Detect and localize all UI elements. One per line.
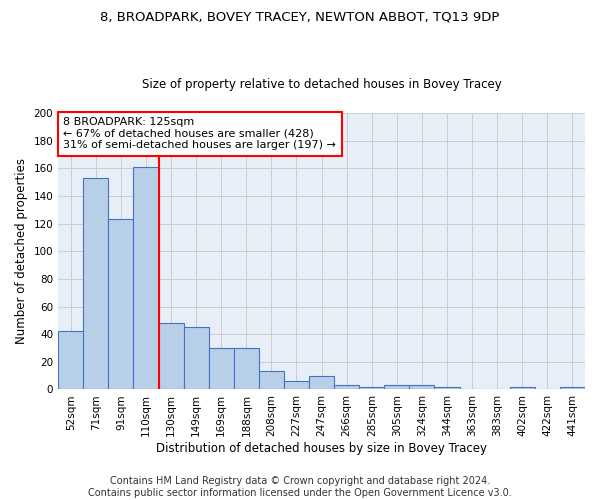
Bar xyxy=(385,386,409,390)
Y-axis label: Number of detached properties: Number of detached properties xyxy=(15,158,28,344)
Bar xyxy=(334,386,359,390)
Bar xyxy=(409,386,434,390)
Bar xyxy=(109,220,133,390)
Bar xyxy=(234,348,259,390)
Bar xyxy=(259,372,284,390)
Bar xyxy=(510,386,535,390)
Bar xyxy=(58,332,83,390)
Bar xyxy=(83,178,109,390)
Text: Contains HM Land Registry data © Crown copyright and database right 2024.
Contai: Contains HM Land Registry data © Crown c… xyxy=(88,476,512,498)
Text: 8 BROADPARK: 125sqm
← 67% of detached houses are smaller (428)
31% of semi-detac: 8 BROADPARK: 125sqm ← 67% of detached ho… xyxy=(64,117,337,150)
Bar xyxy=(434,386,460,390)
Text: 8, BROADPARK, BOVEY TRACEY, NEWTON ABBOT, TQ13 9DP: 8, BROADPARK, BOVEY TRACEY, NEWTON ABBOT… xyxy=(100,10,500,23)
Bar xyxy=(359,386,385,390)
Bar xyxy=(284,381,309,390)
Title: Size of property relative to detached houses in Bovey Tracey: Size of property relative to detached ho… xyxy=(142,78,502,91)
Bar xyxy=(560,386,585,390)
X-axis label: Distribution of detached houses by size in Bovey Tracey: Distribution of detached houses by size … xyxy=(156,442,487,455)
Bar xyxy=(133,167,158,390)
Bar xyxy=(209,348,234,390)
Bar xyxy=(184,328,209,390)
Bar xyxy=(158,323,184,390)
Bar xyxy=(309,376,334,390)
